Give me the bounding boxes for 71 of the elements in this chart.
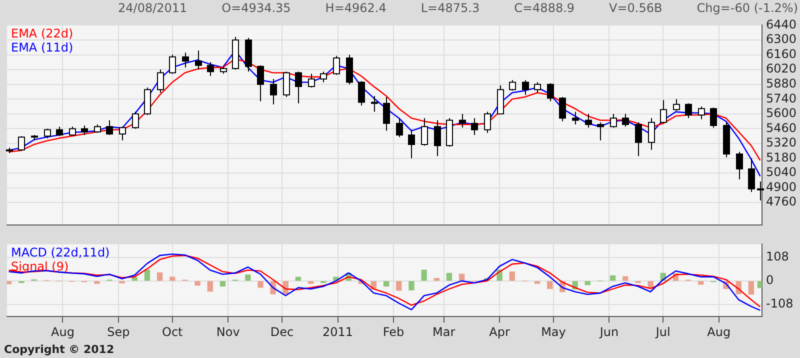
bar (308, 281, 314, 284)
y-tick-label: 0 (766, 273, 774, 288)
y-tick-label: 6300 (766, 32, 797, 46)
y-tick-label: 4760 (766, 194, 797, 209)
text: Copyright © 2012 (4, 343, 114, 356)
y-tick-label: 5880 (766, 76, 797, 90)
x-tick-label: Jul (654, 324, 670, 339)
bar (534, 281, 540, 284)
bar (7, 281, 12, 284)
text: Chg=-60 (-1.2%) (696, 1, 798, 16)
y-tick-label: 6020 (766, 62, 797, 76)
bar (648, 281, 654, 288)
x-tick-label: 2011 (322, 324, 354, 339)
x-tick-label: Aug (707, 324, 731, 339)
text: O=4934.35 (222, 1, 291, 16)
bar (458, 274, 465, 281)
bar (170, 276, 176, 281)
text: H=4962.4 (325, 1, 386, 16)
y-tick-label: 6160 (766, 46, 797, 61)
y-tick-label: 5320 (766, 136, 797, 150)
x-tick-label: Feb (382, 324, 404, 339)
bar (245, 274, 251, 281)
bar (421, 270, 427, 281)
bar (94, 281, 100, 284)
x-tick-label: Nov (216, 324, 240, 339)
text: C=4888.9 (514, 1, 575, 16)
bar (610, 275, 616, 281)
x-tick-label: Aug (51, 324, 74, 339)
bar (194, 281, 200, 286)
bar (584, 281, 590, 286)
bar (220, 281, 226, 286)
y-tick-label: 4900 (766, 180, 797, 194)
text: EMA (11d) (11, 40, 74, 54)
bar (295, 276, 302, 281)
x-tick-label: Jun (598, 324, 619, 339)
bar (748, 281, 754, 295)
bar (622, 276, 628, 281)
bar (383, 281, 390, 286)
bar (547, 281, 553, 290)
bar (408, 281, 414, 290)
bar (258, 281, 264, 288)
text: V=0.56B (609, 1, 662, 16)
text: EMA (22d) (11, 26, 74, 40)
x-tick-label: Oct (162, 324, 184, 339)
bar (509, 272, 515, 281)
bar (698, 281, 704, 285)
series-label: MACD (22d,11d) (11, 245, 110, 260)
bar (207, 281, 213, 292)
series-label: Signal (9) (11, 259, 69, 274)
text: L=4875.3 (420, 1, 480, 16)
bar (757, 281, 762, 288)
bar (132, 277, 138, 281)
bar (446, 272, 452, 281)
y-tick-label: 5600 (766, 106, 797, 120)
x-tick-label: Sep (107, 324, 130, 339)
y-tick-label: 6440 (766, 17, 797, 32)
bar (434, 278, 440, 281)
bar (396, 281, 402, 291)
y-tick-label: -108 (766, 296, 794, 310)
text: 24/08/2011 (118, 1, 188, 16)
bar (144, 270, 150, 281)
x-tick-label: Dec (270, 324, 294, 339)
y-tick-label: 5740 (766, 91, 797, 106)
y-tick-label: 5180 (766, 150, 797, 164)
y-tick-label: 108 (766, 250, 789, 264)
y-tick-label: 5460 (766, 120, 797, 135)
x-tick-label: May (541, 324, 566, 339)
y-tick-label: 5040 (766, 165, 797, 180)
bar (156, 272, 163, 281)
x-tick-label: Apr (489, 324, 510, 339)
x-tick-label: Mar (432, 324, 456, 339)
